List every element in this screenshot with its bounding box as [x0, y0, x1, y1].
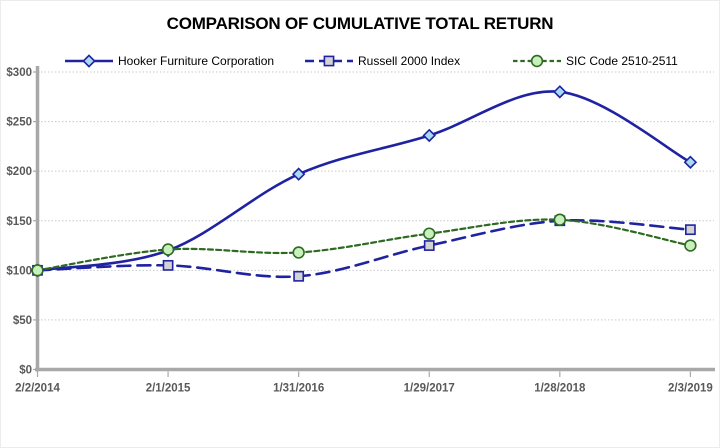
- gridlines: [37, 71, 714, 321]
- legend-label-sic: SIC Code 2510-2511: [566, 54, 678, 68]
- line-diamond-marker-icon: [65, 54, 113, 68]
- svg-text:1/29/2017: 1/29/2017: [404, 383, 455, 395]
- dashed-line-square-marker-icon: [305, 55, 353, 67]
- svg-text:$0: $0: [19, 365, 32, 377]
- legend-item-russell: Russell 2000 Index: [305, 51, 460, 71]
- series-markers-2: [31, 213, 697, 277]
- series-line-2: [36, 218, 692, 272]
- svg-text:$250: $250: [6, 117, 32, 129]
- dotted-line-circle-marker-icon: [513, 54, 561, 68]
- chart-title: COMPARISON OF CUMULATIVE TOTAL RETURN: [166, 14, 554, 33]
- legend-label-russell: Russell 2000 Index: [358, 54, 461, 68]
- legend-item-sic: SIC Code 2510-2511: [513, 51, 678, 71]
- x-axis-labels: 2/2/2014 2/1/2015 1/31/2016 1/29/2017 1/28/2…: [15, 383, 713, 395]
- svg-text:1/31/2016: 1/31/2016: [273, 383, 324, 395]
- series-line-0: [36, 90, 692, 272]
- legend-item-hooker: Hooker Furniture Corporation: [65, 51, 274, 71]
- svg-text:$50: $50: [13, 315, 32, 327]
- svg-text:2/1/2015: 2/1/2015: [146, 383, 191, 395]
- legend-label-hooker: Hooker Furniture Corporation: [118, 54, 275, 68]
- series-markers-1: [32, 215, 696, 282]
- series-line-1: [36, 219, 692, 279]
- svg-text:2/2/2014: 2/2/2014: [15, 383, 60, 395]
- series-markers-0: [30, 85, 698, 278]
- svg-text:$300: $300: [6, 67, 32, 79]
- svg-text:$200: $200: [6, 166, 32, 178]
- svg-text:1/28/2018: 1/28/2018: [534, 383, 586, 395]
- svg-text:$100: $100: [6, 265, 32, 277]
- chart-legend: Hooker Furniture Corporation Russell 200…: [1, 51, 719, 71]
- svg-text:$150: $150: [6, 216, 32, 228]
- svg-text:2/3/2019: 2/3/2019: [668, 383, 713, 395]
- y-axis-labels: $0 $50 $100 $150 $200 $250 $300: [6, 67, 32, 377]
